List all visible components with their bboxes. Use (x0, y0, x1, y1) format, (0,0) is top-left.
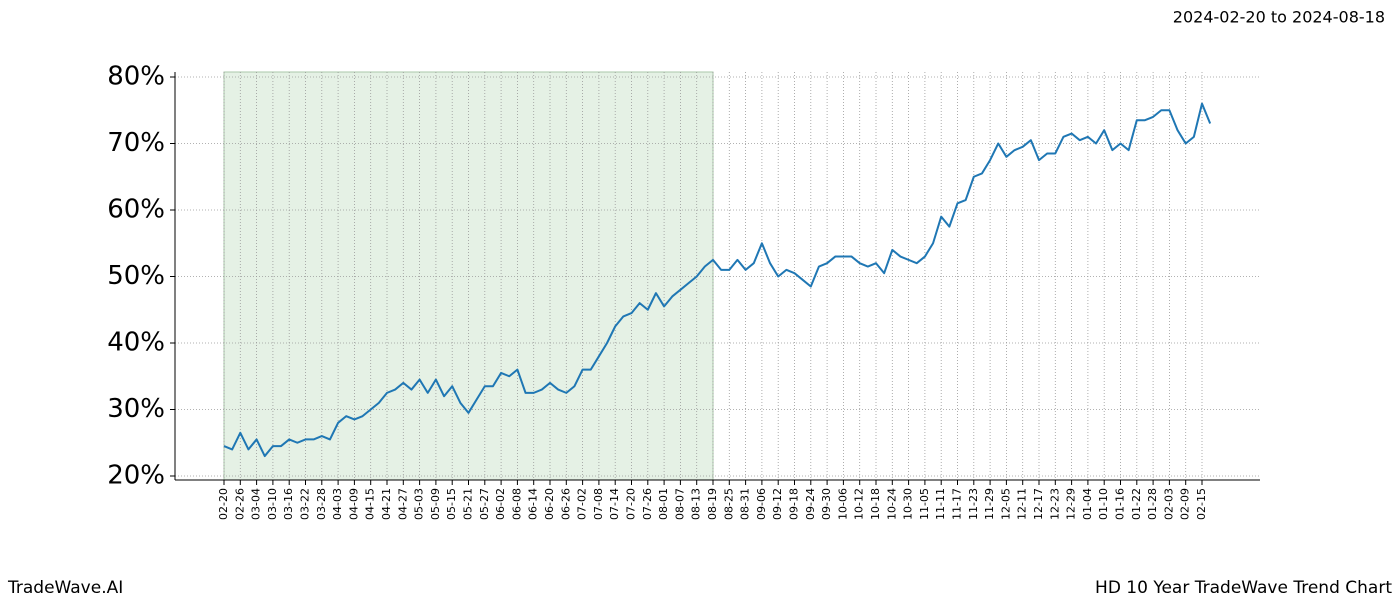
x-tick-label: 02-15 (1195, 488, 1208, 520)
x-tick-label: 05-09 (429, 488, 442, 520)
y-tick-label: 30% (107, 394, 165, 424)
y-tick-label: 40% (107, 328, 165, 358)
x-tick-label: 12-29 (1065, 488, 1078, 520)
x-tick-label: 11-23 (967, 488, 980, 520)
x-tick-label: 07-20 (625, 488, 638, 520)
x-tick-label: 10-24 (885, 488, 898, 520)
x-tick-label: 12-05 (999, 488, 1012, 520)
x-tick-label: 07-02 (576, 488, 589, 520)
x-tick-label: 02-26 (233, 488, 246, 520)
x-tick-label: 04-09 (347, 488, 360, 520)
x-tick-label: 12-11 (1016, 488, 1029, 520)
x-tick-label: 06-14 (527, 488, 540, 520)
x-tick-label: 03-04 (250, 488, 263, 520)
x-tick-label: 09-12 (771, 488, 784, 520)
x-tick-label: 02-09 (1179, 488, 1192, 520)
x-tick-label: 01-22 (1130, 488, 1143, 520)
x-tick-label: 11-17 (951, 488, 964, 520)
x-tick-label: 03-16 (282, 488, 295, 520)
x-tick-label: 10-18 (869, 488, 882, 520)
x-tick-label: 03-10 (266, 488, 279, 520)
x-tick-label: 07-26 (641, 488, 654, 520)
x-tick-label: 11-05 (918, 488, 931, 520)
x-tick-label: 05-03 (413, 488, 426, 520)
x-tick-label: 03-22 (299, 488, 312, 520)
x-tick-label: 12-17 (1032, 488, 1045, 520)
x-tick-label: 04-15 (364, 488, 377, 520)
trend-line (223, 102, 1212, 458)
x-tick-label: 09-30 (820, 488, 833, 520)
x-tick-label: 02-03 (1162, 488, 1175, 520)
x-tick-label: 08-07 (673, 488, 686, 520)
y-tick-label: 50% (107, 261, 165, 291)
x-tick-label: 01-10 (1097, 488, 1110, 520)
x-tick-label: 01-28 (1146, 488, 1159, 520)
footer-right: HD 10 Year TradeWave Trend Chart (1095, 578, 1392, 598)
y-tick-label: 20% (107, 461, 165, 491)
x-tick-label: 01-16 (1114, 488, 1127, 520)
x-tick-label: 08-31 (739, 488, 752, 520)
x-tick-label: 06-08 (510, 488, 523, 520)
x-tick-label: 04-27 (396, 488, 409, 520)
x-tick-label: 08-01 (657, 488, 670, 520)
x-tick-label: 12-23 (1048, 488, 1061, 520)
y-tick-label: 70% (107, 128, 165, 158)
x-tick-label: 10-30 (902, 488, 915, 520)
x-tick-label: 08-13 (690, 488, 703, 520)
x-tick-label: 07-08 (592, 488, 605, 520)
x-tick-label: 04-21 (380, 488, 393, 520)
x-tick-label: 02-20 (217, 488, 230, 520)
x-tick-label: 09-24 (804, 488, 817, 520)
x-tick-label: 11-29 (983, 488, 996, 520)
y-tick-label: 80% (107, 61, 165, 91)
x-tick-label: 05-27 (478, 488, 491, 520)
x-tick-label: 11-11 (934, 488, 947, 520)
y-tick-label: 60% (107, 194, 165, 224)
x-tick-label: 09-06 (755, 488, 768, 520)
x-tick-label: 06-26 (559, 488, 572, 520)
x-tick-label: 03-28 (315, 488, 328, 520)
x-tick-label: 06-20 (543, 488, 556, 520)
x-tick-label: 10-12 (853, 488, 866, 520)
x-tick-label: 04-03 (331, 488, 344, 520)
x-tick-label: 10-06 (836, 488, 849, 520)
x-tick-label: 01-04 (1081, 488, 1094, 520)
chart-title: 2024-02-20 to 2024-08-18 (1173, 8, 1385, 27)
x-tick-label: 06-02 (494, 488, 507, 520)
x-tick-label: 05-15 (445, 488, 458, 520)
x-tick-label: 09-18 (788, 488, 801, 520)
footer-left: TradeWave.AI (7, 578, 123, 598)
x-tick-label: 05-21 (462, 488, 475, 520)
x-tick-label: 08-25 (722, 488, 735, 520)
x-tick-label: 08-19 (706, 488, 719, 520)
x-tick-label: 07-14 (608, 488, 621, 520)
